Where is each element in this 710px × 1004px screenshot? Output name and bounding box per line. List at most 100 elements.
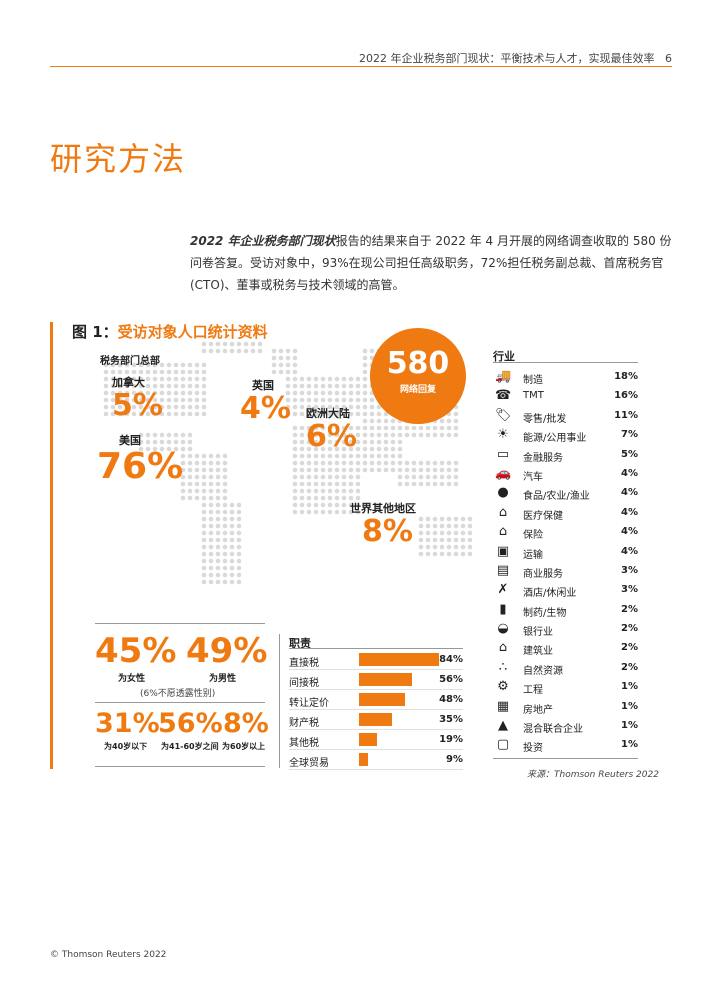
gear-icon: ⚙ (497, 679, 509, 695)
industry-pct: 7% (621, 429, 638, 441)
industry-row: ✗ 酒店/休闲业 3% (493, 581, 638, 600)
pill-bottle-icon: ▮ (499, 601, 507, 617)
car-icon: 🚗 (495, 465, 512, 481)
male-label: 为男性 (209, 674, 237, 684)
industry-pct: 2% (621, 603, 638, 615)
industry-pct: 2% (621, 623, 638, 635)
industry-pct: 4% (621, 526, 638, 538)
role-row: 财产税 35% (289, 710, 463, 730)
role-bar-track (359, 753, 439, 766)
page-number: 6 (665, 52, 672, 65)
role-pct: 9% (446, 754, 463, 765)
age-pct-41-60: 56% (158, 708, 223, 739)
building-icon: ⌂ (498, 640, 508, 656)
industry-pct: 2% (621, 642, 638, 654)
industry-pct: 4% (621, 506, 638, 518)
industry-name: 银行业 (523, 627, 553, 639)
role-name: 间接税 (289, 678, 319, 689)
industry-row: 🏷 零售/批发 11% (493, 407, 638, 426)
apple-icon: ● (497, 485, 509, 501)
industry-name: 制药/生物 (523, 607, 567, 619)
industry-row: ▢ 投资 1% (493, 736, 638, 755)
industry-row: ☎ TMT 16% (493, 387, 638, 406)
intro-emphasis: 2022 年企业税务部门现状 (190, 234, 336, 248)
cash-icon: ▢ (496, 737, 510, 753)
role-bar-track (359, 653, 439, 666)
region-rest-of-world: 世界其他地区 8% (350, 500, 416, 548)
truck-icon: 🚚 (495, 369, 512, 384)
industry-pct: 1% (621, 720, 638, 732)
role-rule (289, 648, 463, 649)
figure-label: 图 1： (72, 323, 118, 341)
industry-name: 自然资源 (523, 665, 563, 677)
region-uk: 英国 4% (240, 377, 291, 425)
industry-name: 零售/批发 (523, 413, 567, 425)
industry-row: ● 食品/农业/渔业 4% (493, 484, 638, 503)
industry-row: ☀ 能源/公用事业 7% (493, 426, 638, 445)
role-bar-track (359, 713, 439, 726)
industry-row: ▦ 房地产 1% (493, 698, 638, 717)
region-name: 美国 (119, 434, 141, 447)
industry-pct: 1% (621, 681, 638, 693)
role-row: 直接税 84% (289, 650, 463, 670)
industry-name: 建筑业 (523, 646, 553, 658)
role-list: 直接税 84% 间接税 56% 转让定价 48% 财产税 35% 其他税 19% 全球贸易 9% (289, 650, 463, 770)
industry-name: 医疗保健 (523, 510, 563, 522)
card-icon: ▭ (496, 446, 510, 462)
role-row: 转让定价 48% (289, 690, 463, 710)
industry-row: 🚗 汽车 4% (493, 465, 638, 484)
region-pct: 4% (240, 391, 291, 426)
apartment-icon: ▦ (496, 698, 510, 714)
industry-title: 行业 (493, 350, 515, 363)
logs-icon: ∴ (498, 659, 508, 675)
role-name: 直接税 (289, 658, 319, 669)
header-text: 2022 年企业税务部门现状：平衡技术与人才，实现最佳效率 6 (359, 50, 672, 66)
source-note: 来源：Thomson Reuters 2022 (527, 770, 659, 780)
figure-title-text: 受访对象人口统计资料 (117, 323, 268, 341)
header-title: 2022 年企业税务部门现状：平衡技术与人才，实现最佳效率 (359, 52, 655, 65)
footer-copyright: © Thomson Reuters 2022 (50, 950, 167, 960)
industry-row: ⌂ 医疗保健 4% (493, 504, 638, 523)
region-canada: 加拿大 5% (112, 374, 163, 422)
industry-list: 🚚 制造 18% ☎ TMT 16% 🏷 零售/批发 11% ☀ 能源/公用事业 7% ▭ 金融服务 5% 🚗… (493, 368, 638, 756)
role-title: 职责 (289, 637, 311, 650)
industry-row: ⌂ 建筑业 2% (493, 639, 638, 658)
industry-pct: 2% (621, 661, 638, 673)
industry-row: ∴ 自然资源 2% (493, 659, 638, 678)
industry-pct: 4% (621, 487, 638, 499)
industry-name: 商业服务 (523, 568, 563, 580)
industry-name: 混合联合企业 (523, 724, 583, 736)
industry-row: ◒ 银行业 2% (493, 620, 638, 639)
region-continental-europe: 欧洲大陆 6% (306, 405, 357, 453)
responses-number: 580 (386, 346, 450, 381)
industry-row: ▭ 金融服务 5% (493, 446, 638, 465)
industry-name: 能源/公用事业 (523, 433, 587, 445)
age-pct-over-60: 8% (223, 708, 269, 739)
role-bar (359, 733, 378, 746)
industry-row: ▮ 制药/生物 2% (493, 601, 638, 620)
bed-icon: ⌂ (498, 504, 508, 520)
industry-name: 金融服务 (523, 452, 563, 464)
role-bar (359, 673, 413, 686)
role-name: 转让定价 (289, 698, 329, 709)
industry-row: ⚙ 工程 1% (493, 678, 638, 697)
intro-text: 报告的结果来自于 2022 年 4 月开展的网络调查收取的 580 份问卷答复。… (190, 234, 672, 292)
age-pct-under-40: 31% (95, 708, 160, 739)
role-pct: 35% (439, 714, 463, 725)
phone-icon: ☎ (495, 388, 512, 404)
role-bar (359, 693, 405, 706)
role-bar (359, 653, 439, 666)
role-pct: 56% (439, 674, 463, 685)
demographics-rule (95, 766, 265, 767)
briefcase-icon: ▤ (496, 562, 510, 578)
role-name: 财产税 (289, 718, 319, 729)
industry-name: 房地产 (523, 704, 553, 716)
industry-rule-bottom (493, 758, 638, 759)
role-bar (359, 713, 393, 726)
region-pct: 76% (97, 446, 184, 487)
industry-pct: 1% (621, 739, 638, 751)
industry-pct: 4% (621, 545, 638, 557)
male-pct: 49% (186, 631, 268, 671)
bulb-icon: ☀ (497, 427, 509, 443)
industry-name: 汽车 (523, 471, 543, 483)
